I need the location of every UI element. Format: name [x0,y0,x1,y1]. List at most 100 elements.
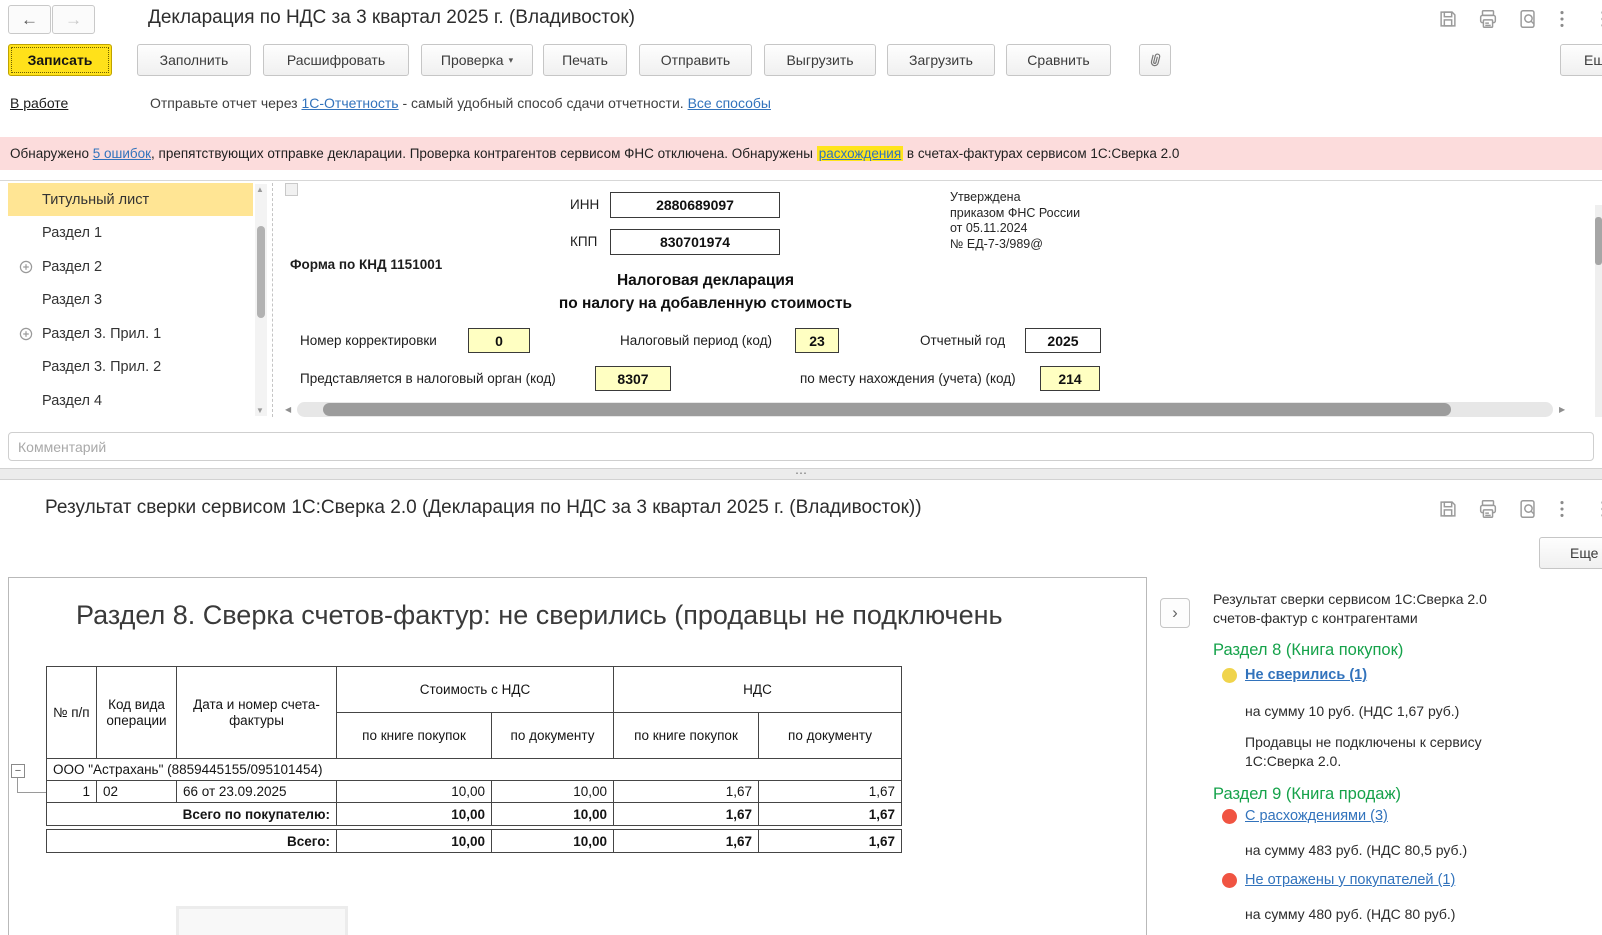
total-cell: 10,00 [491,802,614,826]
save-icon[interactable] [1437,498,1459,520]
cell-num: 1 [46,780,97,803]
all-methods-link[interactable]: Все способы [687,95,771,111]
decrypt-button[interactable]: Расшифровать [263,44,409,76]
col-vat-by-doc: по документу [758,712,902,759]
total-cell: 1,67 [613,829,759,853]
with-discrepancies-link[interactable]: С расхождениями (3) [1245,808,1388,824]
col-vat-by-book: по книге покупок [613,712,759,759]
more-menu-icon-clipped[interactable] [1592,498,1602,520]
scrollbar-thumb[interactable] [257,226,265,318]
kpp-field[interactable]: 830701974 [610,229,780,255]
warning-text-mid: , препятствующих отправке декларации. Пр… [151,146,817,161]
discrepancies-link[interactable]: расхождения [816,146,904,161]
compare-button[interactable]: Сравнить [1006,44,1111,76]
export-button[interactable]: Выгрузить [764,44,876,76]
total-buyer-label: Всего по покупателю: [46,802,337,826]
window-splitter[interactable]: ⋯ [0,466,1602,480]
scroll-right-icon[interactable]: ▶ [1559,405,1566,414]
total-buyer-row: Всего по покупателю: 10,00 10,00 1,67 1,… [46,802,902,826]
save-button[interactable]: Записать [8,44,112,76]
reporting-service-link[interactable]: 1С-Отчетность [301,95,399,111]
form-horizontal-scrollbar[interactable] [297,402,1553,417]
total-cell: 1,67 [758,829,902,853]
status-text-mid: - самый удобный способ сдачи отчетности. [398,95,688,111]
expand-plus-icon[interactable] [19,260,33,274]
group-header-row[interactable]: ООО "Астрахань" (8859445155/095101454) [46,758,902,781]
more-button[interactable]: Еще▾ [1560,44,1602,76]
print-icon[interactable] [1477,498,1499,520]
correction-field[interactable]: 0 [468,328,530,353]
sidebar-item-title-page[interactable]: Титульный лист [8,183,253,216]
sidebar-item-section1[interactable]: Раздел 1 [8,216,253,249]
forward-arrow-icon: → [65,9,82,29]
period-field[interactable]: 23 [795,328,839,353]
year-field[interactable]: 2025 [1025,328,1101,353]
scroll-left-icon[interactable]: ◀ [285,405,292,414]
location-field[interactable]: 214 [1040,366,1100,391]
chevron-down-icon: ▾ [508,54,514,65]
scroll-up-icon[interactable]: ▲ [256,185,264,194]
red-status-icon [1222,873,1237,888]
forward-button[interactable]: → [52,5,95,34]
form-vertical-scrollbar[interactable] [1595,205,1602,417]
print-button[interactable]: Печать [543,44,627,76]
status-text-pre: Отправьте отчет через [150,95,302,111]
attachments-button[interactable] [1139,44,1171,76]
status-state-link[interactable]: В работе [10,95,69,111]
sidebar-item-section3[interactable]: Раздел 3 [8,283,253,316]
collapse-group-icon[interactable]: − [11,764,25,778]
collapse-panel-button[interactable]: › [1160,598,1190,628]
sidebar-item-label: Раздел 4 [42,392,103,409]
save-icon[interactable] [1437,8,1459,30]
section8-sum: на сумму 10 руб. (НДС 1,67 руб.) [1245,703,1460,719]
expand-plus-icon[interactable] [19,327,33,341]
more-button[interactable]: Еще▾ [1539,537,1602,569]
period-label: Налоговый период (код) [620,333,772,348]
scrollbar-thumb[interactable] [323,403,1451,416]
more-menu-icon[interactable] [1551,8,1573,30]
knd-form-label: Форма по КНД 1151001 [290,257,443,272]
grip-dots-icon: ⋯ [795,466,807,480]
preview-icon[interactable] [1517,8,1539,30]
location-label: по месту нахождения (учета) (код) [800,371,1016,386]
check-button[interactable]: Проверка ▾ [421,44,533,76]
comment-input[interactable] [8,432,1594,461]
scrollbar-thumb[interactable] [1595,217,1602,265]
sidebar-item-label: Раздел 3. Прил. 2 [42,358,162,375]
sidebar-scrollbar[interactable]: ▲ ▼ [255,184,267,416]
back-button[interactable]: ← [8,5,51,34]
not-verified-link[interactable]: Не сверились (1) [1245,667,1368,683]
approved-line: № ЕД-7-3/989@ [950,236,1043,251]
section8-panel-heading: Раздел 8 (Книга покупок) [1213,641,1404,659]
invoices-table[interactable]: № п/п Код вида операции Дата и номер сче… [46,666,902,853]
minus-icon: − [14,765,22,777]
authority-field[interactable]: 8307 [595,366,671,391]
year-label: Отчетный год [920,333,1006,348]
more-menu-icon[interactable] [1551,498,1573,520]
section9-sum1: на сумму 483 руб. (НДС 80,5 руб.) [1245,842,1468,858]
table-row[interactable]: 1 02 66 от 23.09.2025 10,00 10,00 1,67 1… [46,780,902,803]
col-cost-group: Стоимость с НДС [336,666,614,713]
sidebar-item-label: Раздел 2 [42,258,103,275]
sidebar-item-section3-app1[interactable]: Раздел 3. Прил. 1 [8,317,253,350]
send-button[interactable]: Отправить [639,44,752,76]
sidebar-item-section3-app2[interactable]: Раздел 3. Прил. 2 [8,350,253,383]
not-reflected-link[interactable]: Не отражены у покупателей (1) [1245,872,1456,888]
errors-link[interactable]: 5 ошибок [92,146,152,161]
preview-icon[interactable] [1517,498,1539,520]
fill-button[interactable]: Заполнить [137,44,251,76]
table-header-row: № п/п Код вида операции Дата и номер сче… [46,666,902,759]
scroll-down-icon[interactable]: ▼ [256,406,264,415]
section8-note: Продавцы не подключены к сервису 1С:Свер… [1245,733,1482,771]
spacer-row [46,825,902,830]
sidebar-item-label: Титульный лист [42,191,150,208]
back-arrow-icon: ← [21,9,38,29]
inn-field[interactable]: 2880689097 [610,192,780,218]
sidebar-item-section2[interactable]: Раздел 2 [8,250,253,283]
more-menu-icon-clipped[interactable] [1592,8,1602,30]
total-cell: 10,00 [491,829,614,853]
import-button[interactable]: Загрузить [887,44,995,76]
approved-line: от 05.11.2024 [950,221,1028,235]
print-icon[interactable] [1477,8,1499,30]
sidebar-item-section4[interactable]: Раздел 4 [8,384,253,417]
